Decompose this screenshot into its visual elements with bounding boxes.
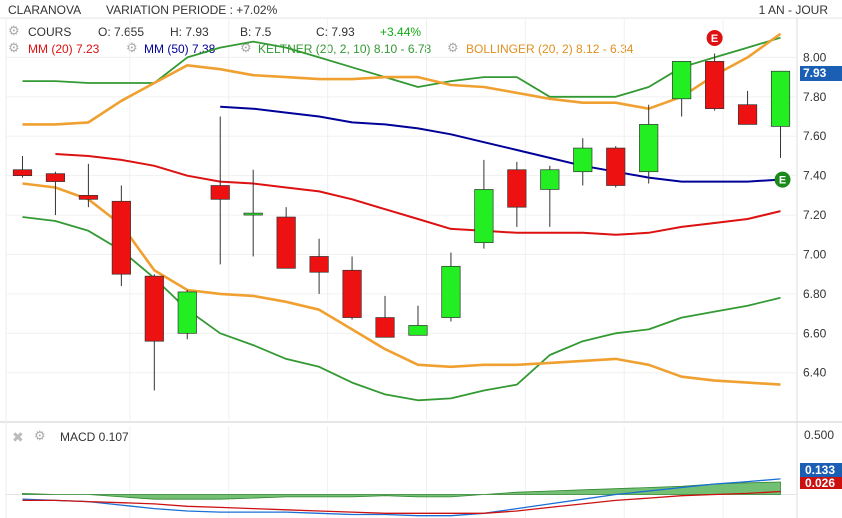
gear-icon[interactable]: ⚙ xyxy=(240,40,252,55)
open-value: O: 7.655 xyxy=(98,25,145,39)
candle-body xyxy=(243,212,263,216)
keltner-upper-line xyxy=(22,36,781,98)
candle-body xyxy=(672,61,692,100)
y-tick-label: 7.40 xyxy=(803,169,827,183)
y-tick-label: 7.60 xyxy=(803,129,827,143)
macd-legend: MACD 0.107 xyxy=(60,430,129,444)
candle-body xyxy=(342,269,362,318)
mm50-line xyxy=(220,105,781,183)
candle-body xyxy=(606,147,626,186)
candle-body xyxy=(45,173,66,182)
candle-body xyxy=(309,256,329,273)
y-tick-label: 8.00 xyxy=(803,50,827,64)
candle-body xyxy=(12,169,33,177)
candle-body xyxy=(573,147,593,173)
y-tick-label: 7.80 xyxy=(803,90,827,104)
y-tick-label: 7.00 xyxy=(803,247,827,261)
symbol-label: CLARANOVA xyxy=(8,3,82,17)
candle-body xyxy=(408,325,428,336)
candle-body xyxy=(375,317,395,338)
candle-body xyxy=(507,169,527,208)
keltner-lower-line xyxy=(22,216,781,402)
y-tick-label: 6.80 xyxy=(803,287,827,301)
candle-body xyxy=(540,169,560,190)
gear-icon[interactable]: ⚙ xyxy=(8,23,20,38)
candle-body xyxy=(111,200,131,275)
candle-body xyxy=(441,265,461,318)
candle-body xyxy=(177,291,197,334)
y-tick-label: 7.20 xyxy=(803,208,827,222)
event-marker-icon xyxy=(774,171,791,188)
cours-label: COURS xyxy=(28,25,72,39)
candle-body xyxy=(276,216,296,269)
macd-axis-label: 0.500 xyxy=(804,428,835,442)
gear-icon[interactable]: ⚙ xyxy=(126,40,138,55)
candle-body xyxy=(78,195,98,200)
mm50-legend[interactable]: MM (50) 7.38 xyxy=(144,42,216,56)
event-marker-label: E xyxy=(711,33,718,45)
event-marker-label: E xyxy=(779,175,786,187)
change-value: +3.44% xyxy=(380,25,422,39)
macd-value-tag: 0.133 xyxy=(800,463,842,477)
candle-body xyxy=(210,185,230,200)
candle-body xyxy=(639,124,659,173)
gear-icon[interactable]: ⚙ xyxy=(447,40,459,55)
candle-body xyxy=(737,104,758,125)
candle-body xyxy=(705,61,725,110)
macd-line xyxy=(22,478,781,517)
mm20-line xyxy=(55,153,781,236)
bollinger-lower-line xyxy=(22,182,781,386)
y-tick-label: 6.40 xyxy=(803,366,827,380)
gear-icon[interactable]: ⚙ xyxy=(34,428,46,443)
candle-body xyxy=(474,189,494,244)
period-label[interactable]: 1 AN - JOUR xyxy=(758,3,828,17)
close-value: C: 7.93 xyxy=(316,25,355,39)
close-icon[interactable]: ✖ xyxy=(12,429,24,445)
last-price-tag: 7.93 xyxy=(800,66,842,81)
signal-value-tag: 0.026 xyxy=(800,477,842,489)
bollinger-legend[interactable]: BOLLINGER (20, 2) 8.12 - 6.34 xyxy=(466,42,634,56)
low-value: B: 7.5 xyxy=(240,25,272,39)
candle-body xyxy=(144,275,164,342)
gear-icon[interactable]: ⚙ xyxy=(8,40,20,55)
y-tick-label: 6.60 xyxy=(803,326,827,340)
variation-label: VARIATION PERIODE : +7.02% xyxy=(106,3,278,17)
mm20-legend[interactable]: MM (20) 7.23 xyxy=(28,42,100,56)
macd-signal-line xyxy=(22,490,781,514)
candle-body xyxy=(770,70,791,127)
bollinger-upper-line xyxy=(22,32,782,126)
event-marker-icon xyxy=(706,30,723,46)
high-value: H: 7.93 xyxy=(170,25,209,39)
